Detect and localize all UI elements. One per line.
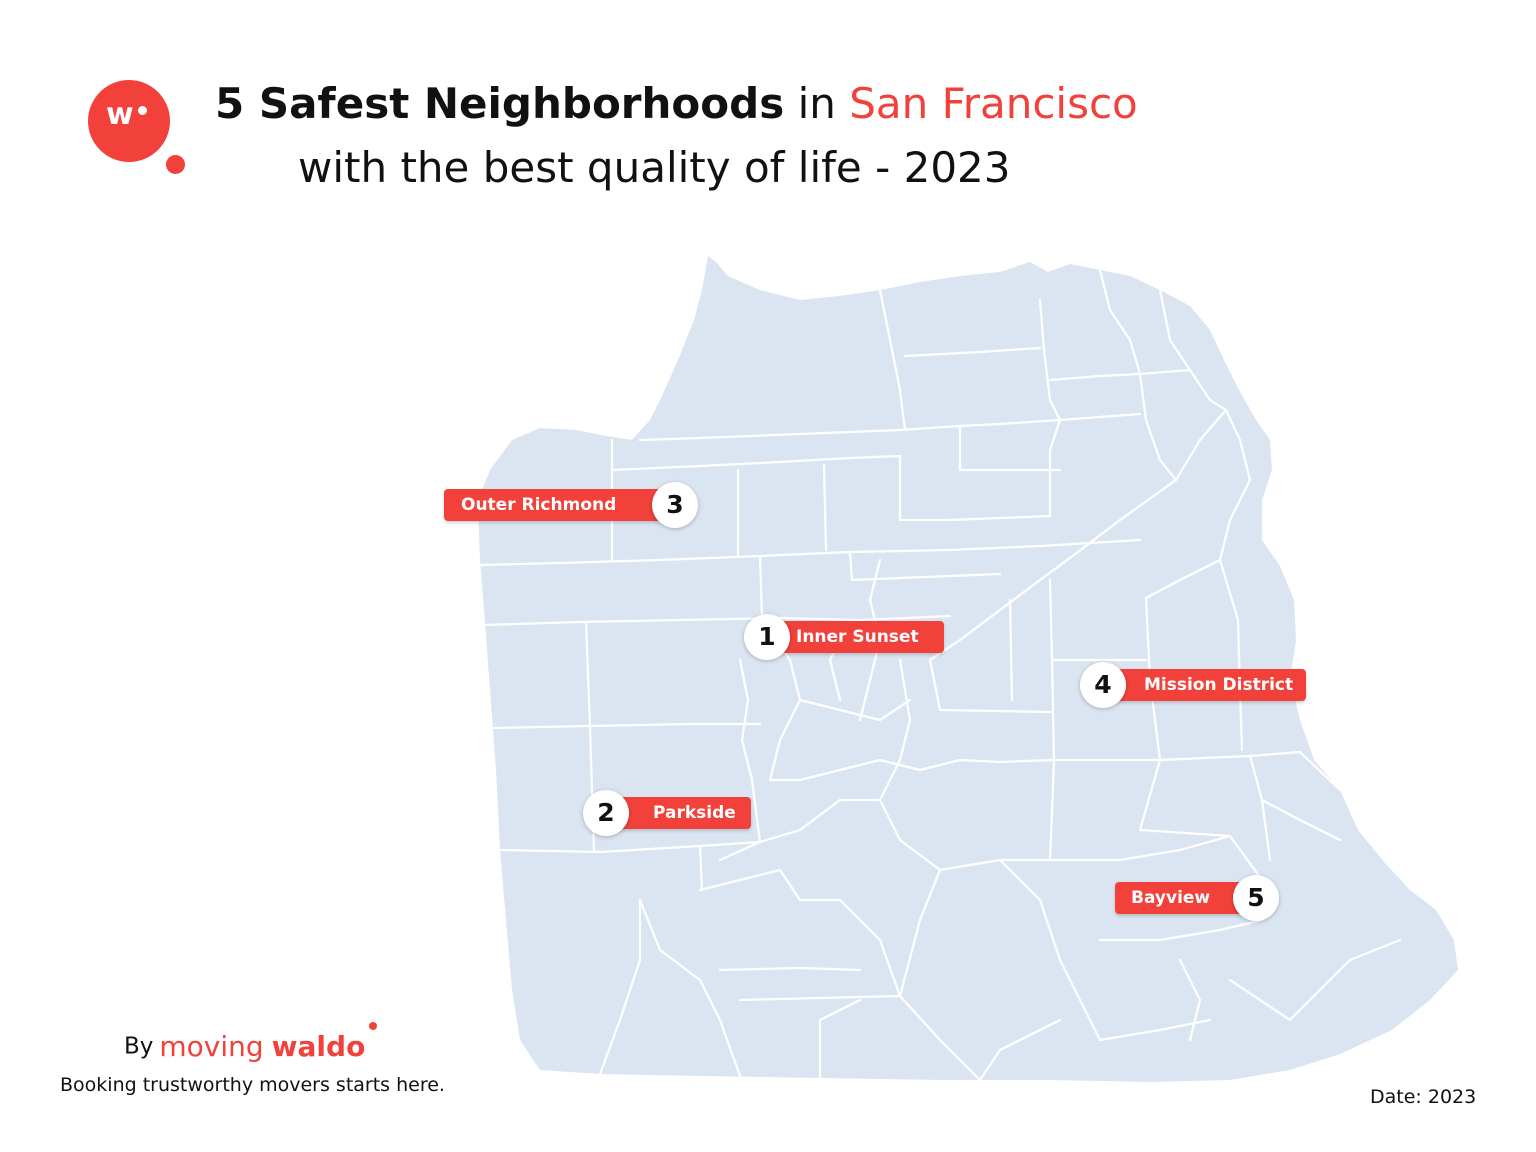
brand-moving: moving — [159, 1029, 264, 1063]
marker-label: Inner Sunset — [766, 621, 944, 653]
map-marker-parkside[interactable]: Parkside 2 — [583, 790, 751, 836]
title-accent: San Francisco — [849, 79, 1138, 128]
map-marker-outer-richmond[interactable]: Outer Richmond 3 — [444, 482, 700, 528]
brand-waldo: waldo — [271, 1029, 366, 1063]
marker-rank: 5 — [1233, 875, 1279, 921]
page-subtitle: with the best quality of life - 2023 — [298, 143, 1011, 192]
marker-rank: 1 — [744, 614, 790, 660]
title-connector: in — [797, 79, 836, 128]
sf-city-outline — [478, 256, 1458, 1082]
marker-label: Bayview — [1115, 882, 1255, 914]
neighborhood-boundaries — [478, 268, 1402, 1082]
logo-letter: w — [106, 97, 134, 132]
map-marker-mission-district[interactable]: Mission District 4 — [1080, 662, 1306, 708]
marker-rank: 2 — [583, 790, 629, 836]
map-marker-inner-sunset[interactable]: Inner Sunset 1 — [744, 614, 944, 660]
byline: By moving waldo — [124, 1026, 365, 1067]
logo-inner-dot — [138, 106, 147, 115]
date-label: Date: 2023 — [1370, 1086, 1477, 1108]
brand-logo: w — [88, 80, 170, 162]
brand-dot-icon — [369, 1022, 377, 1030]
title-bold: 5 Safest Neighborhoods — [215, 79, 785, 128]
marker-rank: 3 — [652, 482, 698, 528]
byline-by: By — [124, 1033, 154, 1060]
marker-label: Mission District — [1102, 669, 1306, 701]
map-marker-bayview[interactable]: Bayview 5 — [1115, 875, 1281, 921]
marker-label: Outer Richmond — [444, 489, 671, 521]
marker-rank: 4 — [1080, 662, 1126, 708]
page-title: 5 Safest Neighborhoods in San Francisco — [215, 74, 1215, 134]
logo-outer-dot — [166, 155, 185, 174]
marker-label: Parkside — [605, 797, 751, 829]
tagline: Booking trustworthy movers starts here. — [60, 1074, 445, 1096]
